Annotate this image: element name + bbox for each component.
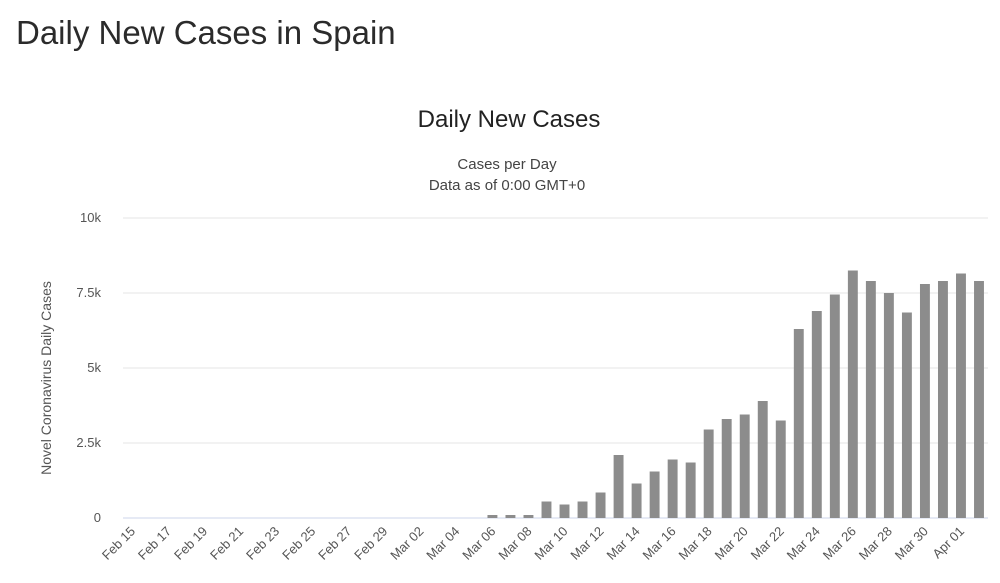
- y-tick-label: 10k: [80, 210, 101, 225]
- bar: [559, 504, 570, 518]
- x-tick-label: Mar 18: [676, 524, 715, 563]
- x-tick-label: Feb 23: [243, 524, 282, 563]
- x-tick-label: Mar 30: [892, 524, 931, 563]
- bar: [703, 429, 714, 518]
- x-tick-label: Feb 21: [207, 524, 246, 563]
- bar: [649, 471, 660, 518]
- y-tick-label: 2.5k: [76, 435, 101, 450]
- bars-layer: [487, 270, 984, 518]
- bar: [901, 312, 912, 518]
- y-tick-layer: 0 2.5k 5k 7.5k 10k: [76, 210, 101, 525]
- bar: [631, 483, 642, 518]
- bar: [505, 515, 516, 518]
- x-tick-label: Mar 20: [712, 524, 751, 563]
- chart-title: Daily New Cases: [417, 106, 601, 133]
- bar: [595, 492, 606, 518]
- x-tick-label: Feb 19: [171, 524, 210, 563]
- bar: [883, 293, 894, 518]
- bar: [793, 329, 804, 518]
- x-tick-label: Mar 24: [784, 524, 823, 563]
- bar: [847, 270, 858, 518]
- x-tick-label: Mar 06: [459, 524, 498, 563]
- y-tick-label: 7.5k: [76, 285, 101, 300]
- x-tick-label: Mar 08: [495, 524, 534, 563]
- bar: [541, 501, 552, 518]
- bar: [919, 284, 930, 518]
- x-tick-label: Mar 22: [748, 524, 787, 563]
- x-tick-label: Feb 25: [279, 524, 318, 563]
- x-tick-label: Mar 26: [820, 524, 859, 563]
- bar: [721, 419, 732, 518]
- x-tick-label: Feb 17: [135, 524, 174, 563]
- y-tick-label: 5k: [87, 360, 101, 375]
- grid-layer: [123, 217, 988, 519]
- bar: [487, 515, 498, 518]
- bar: [757, 401, 768, 518]
- x-tick-label: Mar 12: [567, 524, 606, 563]
- bar: [829, 294, 840, 518]
- chart-subtitle-2: Data as of 0:00 GMT+0: [428, 177, 586, 194]
- bar: [667, 459, 678, 518]
- bar: [974, 281, 984, 518]
- x-tick-label: Apr 01: [929, 524, 967, 562]
- x-tick-label: Feb 29: [351, 524, 390, 563]
- bar: [523, 515, 534, 518]
- bar: [739, 414, 750, 518]
- bar: [865, 281, 876, 518]
- y-axis-label: Novel Coronavirus Daily Cases: [38, 281, 54, 475]
- x-tick-label: Mar 16: [640, 524, 679, 563]
- x-tick-label: Mar 02: [387, 524, 426, 563]
- x-tick-label: Mar 28: [856, 524, 895, 563]
- bar: [956, 273, 966, 518]
- y-tick-label: 0: [94, 510, 101, 525]
- bar: [811, 311, 822, 518]
- chart-subtitle-1: Cases per Day: [457, 156, 557, 173]
- x-tick-label: Feb 27: [315, 524, 354, 563]
- bar: [775, 420, 786, 518]
- page-heading: Daily New Cases in Spain: [16, 14, 396, 51]
- bar: [937, 281, 948, 518]
- x-tick-label: Feb 15: [99, 524, 138, 563]
- x-tick-label: Mar 04: [423, 524, 462, 563]
- x-tick-label: Mar 14: [603, 524, 642, 563]
- x-tick-label: Mar 10: [531, 524, 570, 563]
- bar: [613, 455, 624, 518]
- bar: [685, 462, 696, 518]
- bar: [577, 501, 588, 518]
